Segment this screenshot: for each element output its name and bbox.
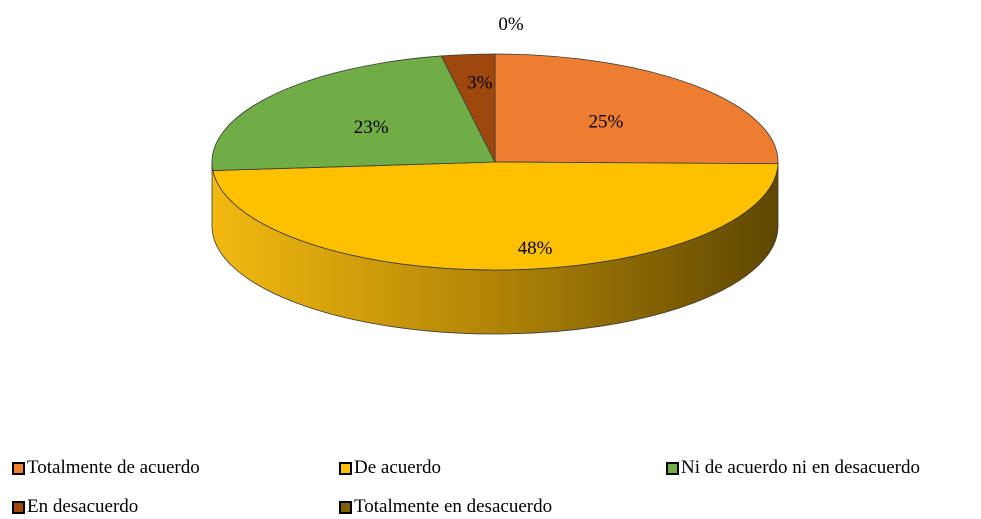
data-label-de-acuerdo: 48% (518, 238, 553, 259)
legend-swatch (12, 500, 25, 514)
pie-data-labels: 25% 48% 23% 3% 0% (354, 14, 624, 259)
legend-swatch (339, 461, 352, 475)
pie-slice-de-acuerdo (212, 161, 779, 271)
legend-swatch (12, 461, 25, 475)
pie-top-face (211, 53, 779, 271)
legend-item-ni-de-acuerdo-ni-en-desacuerdo: Ni de acuerdo ni en desacuerdo (666, 457, 920, 479)
legend-swatch (666, 461, 679, 475)
legend-label: Totalmente de acuerdo (27, 457, 200, 478)
data-label-totalmente-de-acuerdo: 25% (589, 111, 624, 132)
pie-slice-totalmente-de-acuerdo (494, 53, 779, 165)
data-label-en-desacuerdo: 3% (467, 72, 493, 93)
pie-slice-en-desacuerdo (440, 53, 496, 163)
legend-item-totalmente-de-acuerdo: Totalmente de acuerdo (12, 457, 200, 479)
legend-item-en-desacuerdo: En desacuerdo (12, 496, 138, 518)
legend-label: En desacuerdo (27, 496, 139, 517)
legend-item-de-acuerdo: De acuerdo (339, 457, 441, 479)
legend-label: Ni de acuerdo ni en desacuerdo (681, 457, 920, 478)
data-label-ni-de-acuerdo-ni-en-desacuerdo: 23% (354, 117, 389, 138)
legend-item-totalmente-en-desacuerdo: Totalmente en desacuerdo (339, 496, 552, 518)
legend-label: De acuerdo (354, 457, 442, 478)
pie-slice-ni-de-acuerdo-ni-en-desacuerdo (211, 55, 496, 171)
legend-swatch (339, 500, 352, 514)
data-label-totalmente-en-desacuerdo: 0% (498, 14, 524, 35)
legend-label: Totalmente en desacuerdo (354, 496, 553, 517)
